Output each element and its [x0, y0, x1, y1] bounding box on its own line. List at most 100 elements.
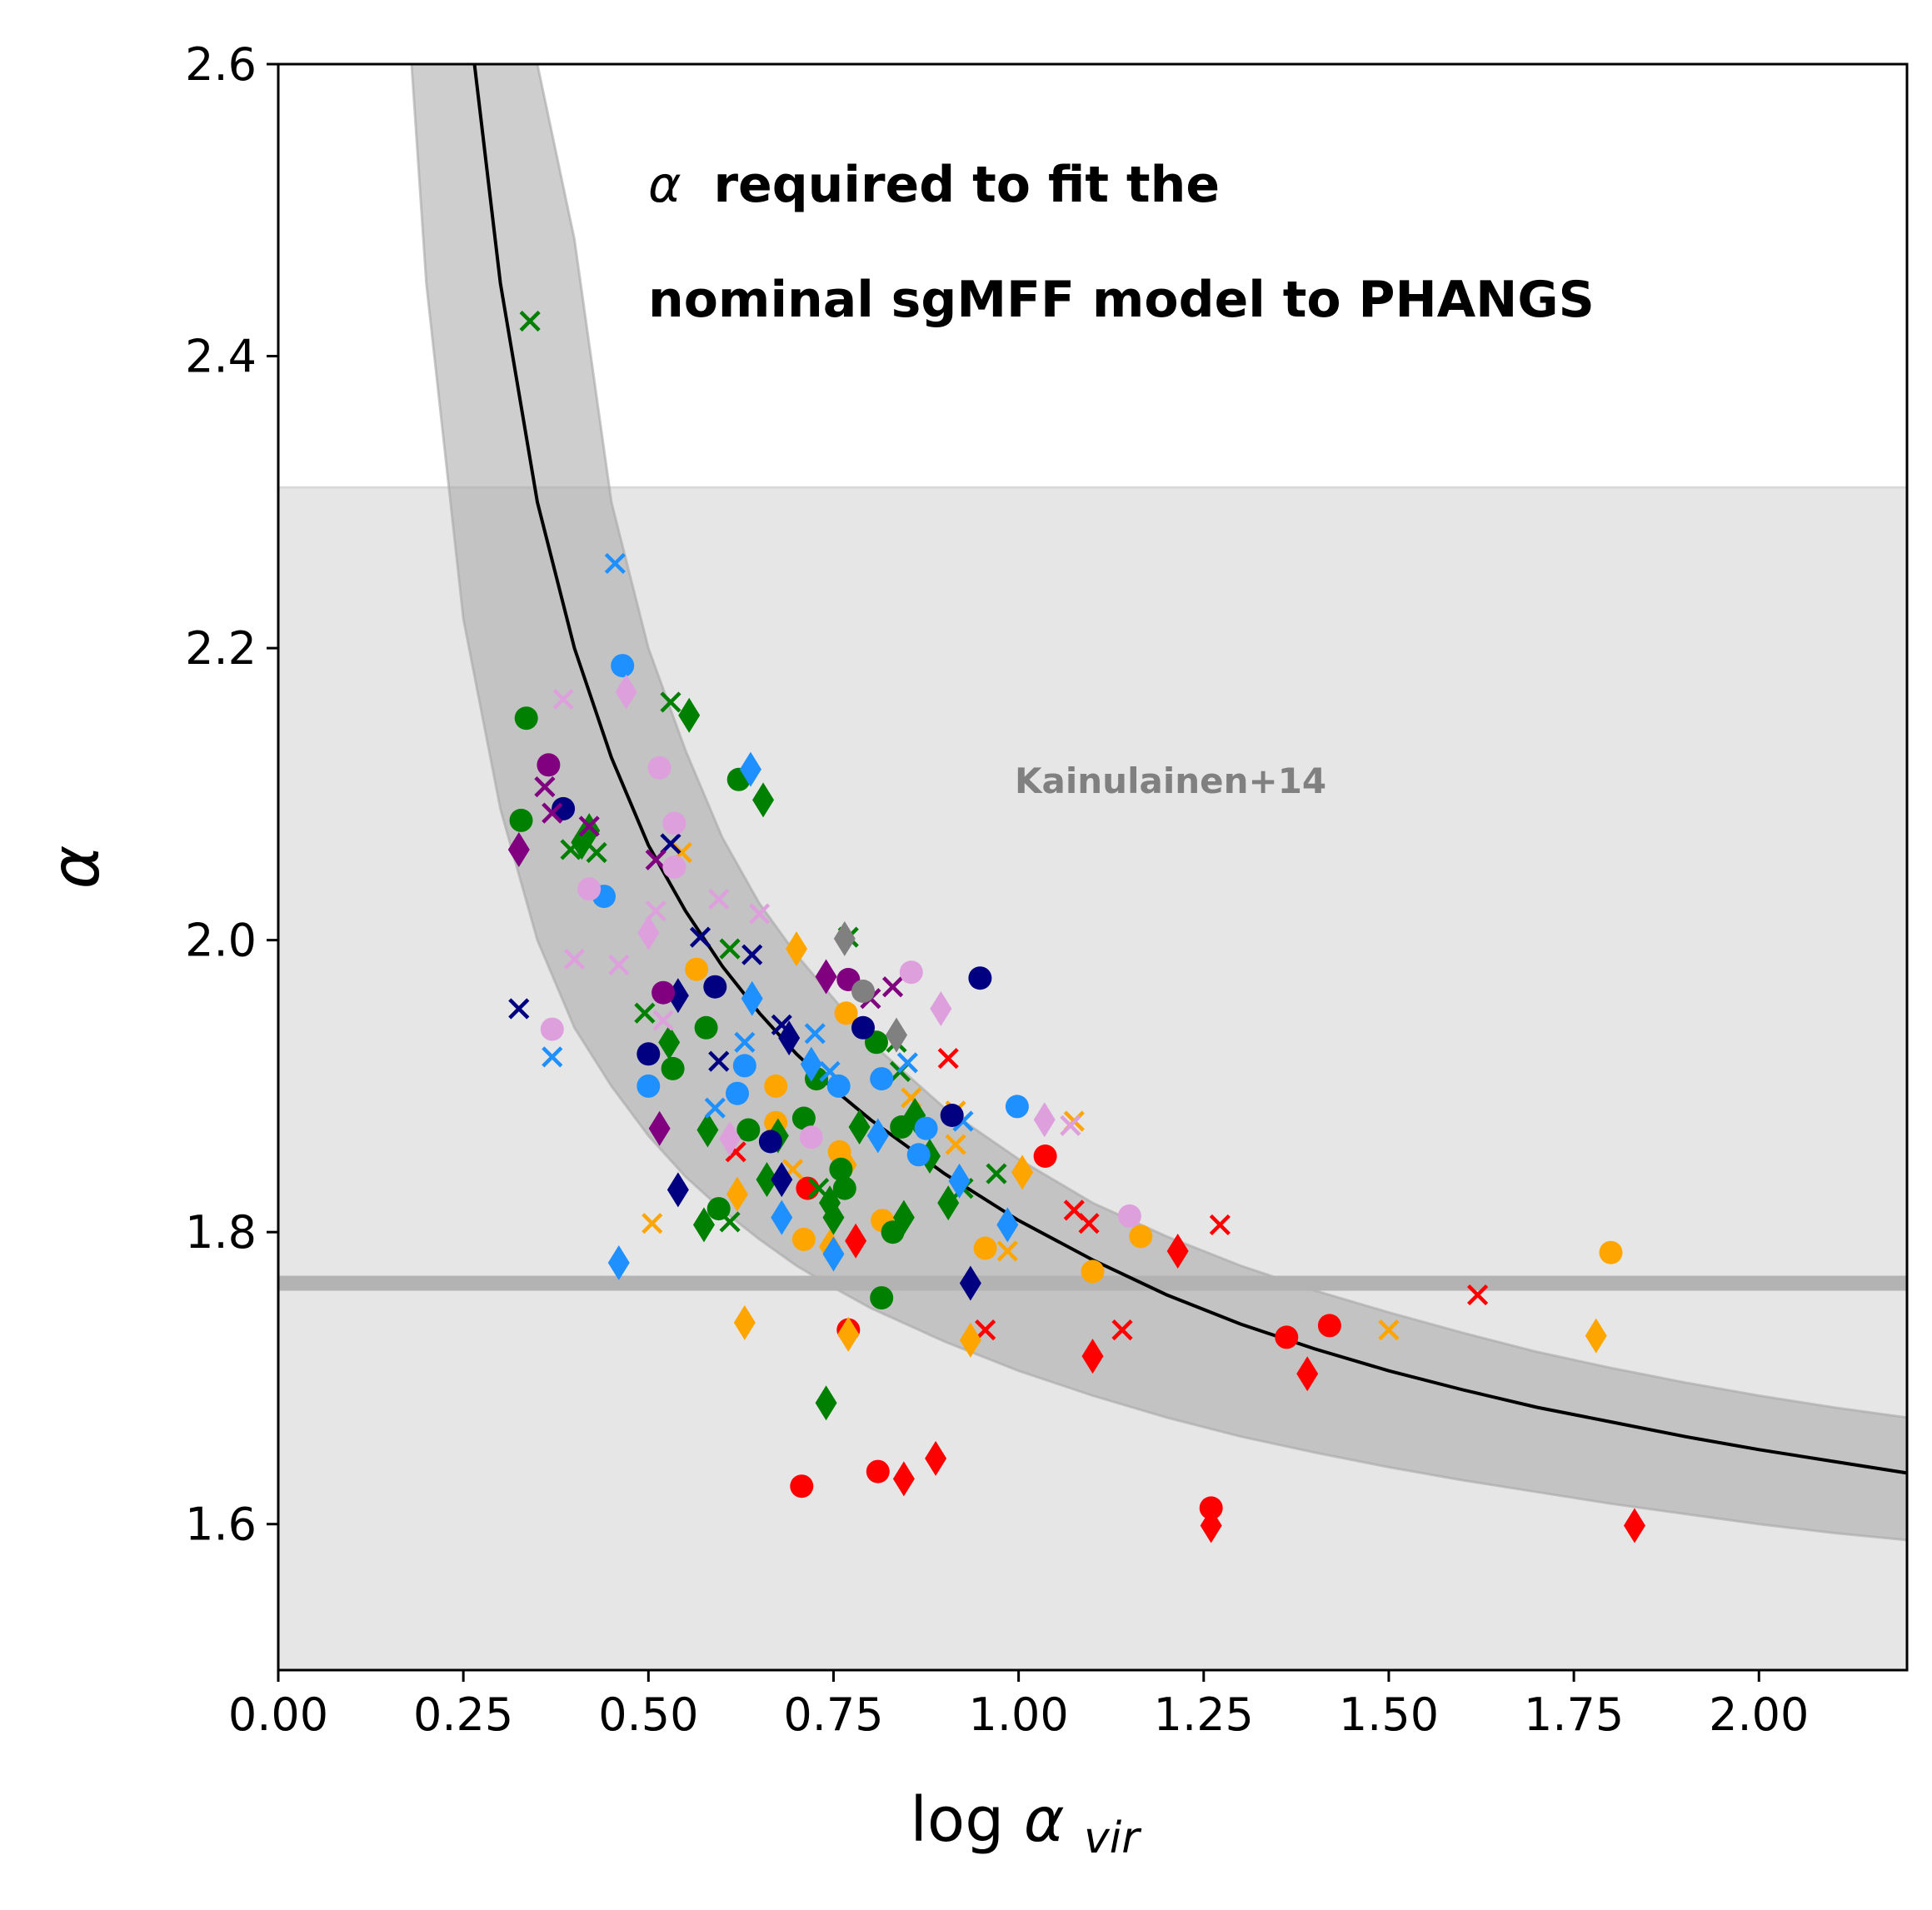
diamond-marker	[815, 959, 837, 995]
circle-marker	[799, 1125, 823, 1149]
circle-marker	[514, 706, 538, 731]
circle-marker	[906, 1143, 931, 1167]
x-marker	[708, 888, 730, 910]
x-tick-label: 1.50	[1339, 1688, 1439, 1741]
x-marker	[608, 954, 630, 976]
diamond-marker	[756, 1162, 778, 1198]
diamond-marker	[845, 1223, 867, 1259]
circle-marker	[662, 811, 686, 835]
diamond-marker	[1200, 1508, 1222, 1543]
circle-marker	[736, 1118, 761, 1142]
circle-marker	[870, 1067, 894, 1091]
circle-marker	[870, 1286, 894, 1310]
x-marker	[734, 1031, 756, 1053]
circle-marker	[796, 1176, 820, 1200]
x-marker	[804, 1023, 826, 1045]
circle-marker	[637, 1042, 661, 1066]
circle-marker	[866, 1459, 890, 1484]
circle-marker	[791, 1227, 816, 1251]
x-marker	[1060, 1115, 1081, 1136]
x-marker	[508, 998, 530, 1020]
x-marker	[808, 1178, 830, 1199]
circle-marker	[851, 980, 875, 1003]
diamond-marker	[615, 674, 637, 710]
y-tick-label: 2.4	[185, 331, 257, 383]
x-marker	[634, 1002, 656, 1024]
x-axis-label: log α vir	[910, 1784, 1142, 1863]
diamond-marker	[658, 1025, 681, 1060]
annotation-line-1-text: required to fit the	[713, 156, 1220, 214]
diamond-marker	[925, 1440, 947, 1476]
x-marker	[560, 839, 582, 860]
diamond-marker	[892, 1199, 915, 1235]
circle-marker	[685, 957, 709, 981]
diamond-marker	[1033, 1102, 1056, 1138]
diamond-marker	[1166, 1233, 1189, 1269]
circle-marker	[973, 1236, 997, 1260]
circle-marker	[764, 1074, 788, 1098]
x-marker	[819, 1060, 841, 1082]
diamond-marker	[959, 1322, 981, 1358]
x-marker	[771, 1014, 792, 1035]
diamond-marker	[771, 1162, 793, 1198]
diamond-marker	[752, 782, 775, 818]
x-tick-label: 0.50	[598, 1688, 698, 1741]
diamond-marker	[886, 1017, 908, 1053]
x-axis-label-symbol: α	[1024, 1784, 1065, 1856]
circle-marker	[940, 1104, 964, 1127]
diamond-marker	[800, 1046, 822, 1082]
x-tick-label: 0.75	[783, 1688, 883, 1741]
diamond-marker	[771, 1199, 793, 1235]
x-marker	[719, 938, 741, 960]
x-marker	[542, 802, 563, 824]
diamond-marker	[1296, 1356, 1319, 1392]
x-marker	[645, 900, 666, 922]
circle-marker	[661, 1056, 685, 1080]
diamond-marker	[786, 931, 808, 967]
circle-marker	[832, 1176, 856, 1200]
y-tick-label: 2.0	[185, 915, 257, 967]
diamond-marker	[822, 1236, 845, 1272]
x-marker	[937, 1048, 959, 1070]
diamond-marker	[930, 991, 952, 1027]
circle-marker	[851, 1015, 875, 1040]
x-marker	[1378, 1319, 1400, 1341]
plot-area	[278, 64, 1907, 1670]
diamond-marker	[822, 1199, 845, 1235]
x-marker	[542, 1046, 563, 1068]
x-marker	[704, 1097, 726, 1119]
diamond-marker	[1081, 1339, 1104, 1374]
diamond-marker	[948, 1163, 971, 1199]
circle-marker	[1081, 1259, 1105, 1284]
data-markers	[507, 310, 1645, 1543]
diamond-marker	[892, 1461, 915, 1497]
y-tick-label: 1.8	[185, 1206, 257, 1259]
diamond-marker	[833, 920, 856, 956]
x-marker	[1078, 1213, 1100, 1234]
diamond-marker	[996, 1207, 1019, 1243]
x-tick-label: 1.75	[1524, 1688, 1624, 1741]
x-marker	[996, 1240, 1018, 1262]
shaded-region-label: Kainulainen+14	[1015, 761, 1326, 801]
x-marker	[645, 849, 666, 870]
x-marker	[652, 1010, 674, 1031]
circle-marker	[637, 1074, 661, 1098]
circle-marker	[662, 855, 686, 879]
diamond-marker	[648, 1110, 671, 1146]
x-axis-ticks: 0.00 0.25 0.50 0.75 1.00 1.25 1.50 1.75 2.00	[228, 1670, 1809, 1741]
x-marker	[534, 776, 556, 798]
x-marker	[975, 1319, 996, 1341]
circle-marker	[703, 975, 727, 999]
x-tick-label: 2.00	[1709, 1688, 1809, 1741]
circle-marker	[732, 1054, 756, 1078]
x-marker	[642, 1213, 663, 1234]
circle-marker	[834, 1001, 858, 1025]
x-tick-label: 0.00	[228, 1688, 328, 1741]
x-tick-label: 1.00	[969, 1688, 1069, 1741]
diamond-marker	[1585, 1318, 1607, 1354]
circle-marker	[1033, 1145, 1057, 1168]
horizontal-reference-line	[278, 1275, 1907, 1291]
diamond-marker	[741, 980, 763, 1016]
diamond-marker	[666, 1172, 689, 1208]
